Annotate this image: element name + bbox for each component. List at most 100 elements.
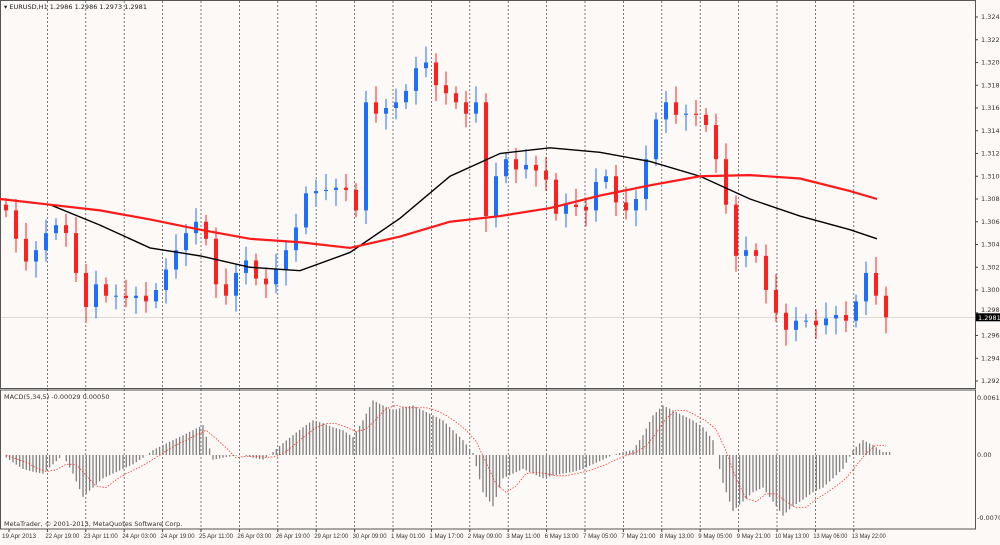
- candle-body: [114, 295, 118, 297]
- price-label: 1.3245: [981, 13, 1000, 21]
- candle-body: [684, 113, 688, 115]
- copyright-label: MetaTrader, © 2001-2013, MetaQuotes Soft…: [4, 520, 183, 528]
- time-label: 24 Apr 03:00: [122, 533, 156, 540]
- candle-body: [464, 102, 468, 114]
- candle-body: [624, 202, 628, 211]
- candle-body: [404, 90, 408, 103]
- time-label: 9 May 21:00: [737, 533, 771, 540]
- price-label: 1.3165: [981, 104, 1000, 112]
- candle-body: [94, 284, 98, 308]
- chart-header: ▾ EURUSD,H1 1.2986 1.2986 1.2973 1.2981: [4, 3, 147, 11]
- candle-body: [264, 278, 268, 285]
- candle-body: [654, 119, 658, 160]
- candle-body: [714, 125, 718, 160]
- candle-body: [834, 315, 838, 319]
- candle-body: [514, 159, 518, 170]
- triangle-down-icon[interactable]: ▾: [4, 3, 8, 11]
- candle-body: [784, 312, 788, 330]
- candle-body: [364, 102, 368, 211]
- macd-axis-label: 0.00615: [977, 394, 1000, 402]
- candle-body: [274, 269, 278, 285]
- candle-body: [744, 250, 748, 256]
- candle-body: [144, 295, 148, 302]
- price-label: 1.2965: [981, 332, 1000, 340]
- candle-body: [754, 250, 758, 256]
- main-pane-frame: [0, 0, 976, 389]
- macd-label: MACD(5,34,5) -0.00029 0.00050: [4, 393, 110, 401]
- candle-body: [814, 320, 818, 326]
- candle-body: [794, 320, 798, 330]
- macd-signal-line: [5, 404, 887, 509]
- candle-body: [214, 238, 218, 285]
- time-label: 26 Apr 03:00: [237, 533, 271, 540]
- candle-body: [664, 102, 668, 120]
- candle-body: [44, 233, 48, 251]
- candle-body: [84, 272, 88, 308]
- time-label: 26 Apr 19:00: [276, 533, 310, 540]
- price-label: 1.2985: [981, 306, 1000, 314]
- ma-slow-line: [0, 174, 878, 250]
- price-label: 1.3125: [981, 150, 1000, 158]
- candle-body: [324, 189, 328, 192]
- price-label: 1.2945: [981, 354, 1000, 362]
- price-label: 1.3185: [981, 81, 1000, 89]
- candle-body: [74, 233, 78, 273]
- candle-body: [434, 62, 438, 86]
- candle-body: [644, 159, 648, 199]
- candle-body: [384, 108, 388, 114]
- candle-body: [564, 204, 568, 214]
- time-label: 30 Apr 09:00: [353, 533, 387, 540]
- candle-body: [344, 187, 348, 190]
- price-label: 1.3065: [981, 218, 1000, 226]
- candle-body: [494, 176, 498, 217]
- time-label: 29 Apr 12:00: [314, 533, 348, 540]
- time-label: 13 May 06:00: [813, 533, 847, 540]
- candle-body: [524, 164, 528, 170]
- candle-body: [124, 295, 128, 298]
- price-label: 1.3005: [981, 286, 1000, 294]
- time-label: 2 May 09:00: [468, 533, 502, 540]
- candle-body: [14, 210, 18, 239]
- candle-body: [674, 102, 678, 115]
- candle-body: [354, 189, 358, 211]
- macd-pane-frame: [0, 389, 976, 530]
- price-label: 1.3145: [981, 127, 1000, 135]
- candle-body: [574, 204, 578, 207]
- current-price-badge: [976, 313, 1000, 322]
- time-label: 9 May 05:00: [698, 533, 732, 540]
- candle-body: [734, 204, 738, 256]
- candle-body: [444, 85, 448, 94]
- candle-body: [844, 315, 848, 321]
- candle-body: [234, 272, 238, 296]
- candle-body: [824, 318, 828, 326]
- candle-body: [304, 193, 308, 228]
- candle-body: [634, 199, 638, 211]
- time-label: 23 Apr 11:00: [84, 533, 118, 540]
- time-label: 10 May 13:00: [775, 533, 809, 540]
- candle-body: [604, 176, 608, 182]
- candle-body: [394, 102, 398, 108]
- price-label: 1.3085: [981, 195, 1000, 203]
- candle-body: [534, 164, 538, 171]
- candle-body: [554, 179, 558, 214]
- candle-body: [724, 159, 728, 205]
- candle-body: [54, 225, 58, 234]
- candle-body: [694, 113, 698, 115]
- current-price-label: 1.2981: [978, 314, 1000, 322]
- candle-body: [254, 260, 258, 279]
- ohlc-label: 1.2986 1.2986 1.2973 1.2981: [49, 3, 147, 11]
- candle-body: [614, 176, 618, 203]
- candle-body: [764, 255, 768, 290]
- time-label: 25 Apr 11:00: [199, 533, 233, 540]
- ma-fast-line: [0, 147, 878, 272]
- time-label: 1 May 17:00: [429, 533, 463, 540]
- candle-body: [414, 68, 418, 91]
- candle-body: [64, 225, 68, 234]
- candle-body: [184, 233, 188, 251]
- price-label: 1.3105: [981, 172, 1000, 180]
- time-label: 8 May 13:00: [660, 533, 694, 540]
- price-label: 1.3205: [981, 59, 1000, 67]
- time-label: 7 May 05:00: [583, 533, 617, 540]
